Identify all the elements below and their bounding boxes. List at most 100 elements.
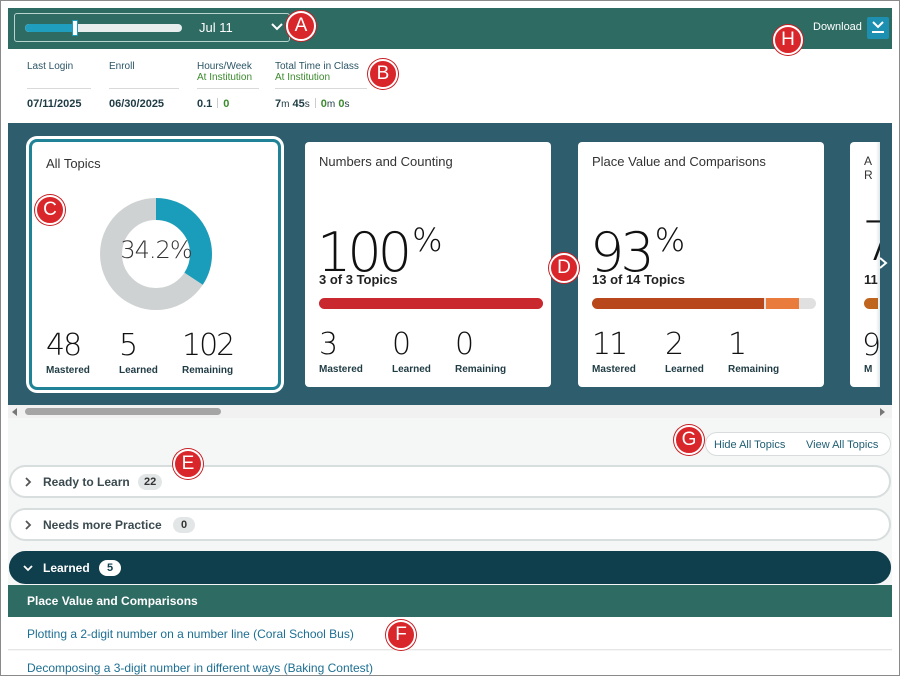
unit-s: s	[304, 99, 310, 110]
topic-cards-carousel: All Topics 34.2% 48 Mastered 5 Learned 102…	[8, 123, 892, 405]
mastered-count: 11 Mastered	[592, 327, 636, 376]
card-numbers-and-counting[interactable]: Numbers and Counting 100% 3 of 3 Topics …	[305, 142, 551, 387]
section-label: Ready to Learn	[43, 475, 130, 489]
card-all-topics[interactable]: All Topics 34.2% 48 Mastered 5 Learned 102…	[29, 139, 281, 390]
card-percent: 93%	[590, 210, 685, 283]
stat-label: Last Login	[27, 61, 74, 72]
learned-count: 0 Learned	[392, 327, 431, 376]
divider	[275, 88, 367, 89]
percent-value: 93	[590, 221, 655, 284]
stat-label: Hours/Week At Institution	[197, 61, 259, 83]
skill-link[interactable]: Decomposing a 3-digit number in differen…	[27, 661, 373, 675]
learned-count: 5 Learned	[119, 328, 158, 377]
callout-marker: A	[286, 11, 316, 41]
hide-all-topics-button[interactable]: Hide All Topics	[714, 439, 786, 451]
remaining-count: 0 Remaining	[455, 327, 507, 376]
topic-visibility-toggle: Hide All Topics View All Topics	[705, 432, 891, 456]
progress-donut	[100, 198, 212, 310]
progress-fill	[319, 298, 543, 309]
carousel-scrollbar[interactable]	[8, 405, 892, 418]
stat-label: Total Time in Class At Institution	[275, 61, 367, 83]
count-number: 1	[728, 327, 747, 362]
view-all-topics-button[interactable]: View All Topics	[806, 439, 879, 451]
count-label: Learned	[119, 365, 158, 376]
hours-label: Hours/Week	[197, 61, 252, 72]
divider	[109, 88, 179, 89]
count-number: 102	[182, 328, 235, 363]
skill-item: Decomposing a 3-digit number in differen…	[8, 651, 892, 675]
count-number: 0	[392, 327, 411, 362]
count-label: Remaining	[728, 364, 780, 375]
timeline-thumb[interactable]	[72, 20, 79, 36]
hours-sub-label: At Institution	[197, 72, 253, 83]
count-label: M	[864, 364, 873, 375]
percent-sign: %	[654, 221, 686, 259]
stat-label: Enroll	[109, 61, 135, 72]
section-needs-more-practice[interactable]: Needs more Practice 0	[9, 508, 891, 541]
stat-hours-week: Hours/Week At Institution 0.1 0	[197, 61, 259, 110]
count-number: 5	[119, 328, 138, 363]
progress-fill-learned	[765, 298, 800, 309]
count-number: 11	[592, 327, 628, 362]
section-label: Needs more Practice	[43, 518, 162, 532]
stat-last-login: Last Login 07/11/2025	[27, 61, 91, 110]
count-number: 0	[455, 327, 474, 362]
mastered-count: 3 Mastered	[319, 328, 363, 376]
chevron-right-icon	[25, 520, 32, 530]
chevron-down-icon[interactable]	[270, 20, 284, 34]
top-bar: Jul 11 Download	[8, 8, 892, 49]
download-button[interactable]	[867, 17, 889, 39]
card-partial[interactable]: A R 7 11 9 M	[850, 142, 880, 387]
date-timeline-select[interactable]: Jul 11	[14, 13, 290, 42]
unit-s: s	[344, 99, 350, 110]
timeline-progress	[25, 24, 76, 32]
card-title: Place Value and Comparisons	[592, 154, 766, 169]
callout-marker: E	[173, 449, 203, 479]
card-place-value[interactable]: Place Value and Comparisons 93% 13 of 14…	[578, 142, 824, 387]
count-label: Learned	[665, 364, 704, 375]
progress-bar	[319, 298, 543, 309]
hours-value-b: 0	[223, 98, 230, 110]
count-label: Remaining	[455, 364, 507, 375]
stat-total-time: Total Time in Class At Institution 7m 45s…	[275, 61, 367, 110]
progress-fill-mastered	[592, 298, 765, 309]
scroll-right-arrow[interactable]	[880, 408, 885, 416]
value-separator	[314, 98, 316, 108]
donut-percent: 34.2%	[120, 236, 192, 264]
hours-value: 0.1 0	[197, 98, 259, 110]
mastered-count: 48 Mastered	[46, 328, 90, 377]
enroll-value: 06/30/2025	[109, 98, 165, 110]
time-a-sec: 45	[292, 98, 305, 110]
count-number: 48	[46, 328, 82, 363]
skill-link[interactable]: Plotting a 2-digit number on a number li…	[27, 627, 354, 641]
count-number: 2	[665, 327, 684, 362]
value-separator	[217, 98, 219, 108]
scroll-left-arrow[interactable]	[12, 408, 17, 416]
time-b: 0m 0s	[321, 98, 350, 110]
count-badge: 0	[173, 517, 195, 533]
topics-count: 13 of 14 Topics	[592, 272, 685, 287]
time-value: 7m 45s 0m 0s	[275, 98, 367, 110]
divider	[197, 88, 259, 89]
topics-count: 11	[864, 272, 878, 287]
stat-enroll: Enroll 06/30/2025	[109, 61, 179, 110]
donut-fill	[100, 198, 212, 310]
scrollbar-thumb[interactable]	[25, 408, 221, 415]
last-login-value: 07/11/2025	[27, 98, 82, 110]
download-label[interactable]: Download	[813, 21, 862, 33]
callout-marker: B	[368, 59, 398, 89]
unit-m: m	[281, 99, 290, 110]
section-ready-to-learn[interactable]: Ready to Learn 22	[9, 465, 891, 498]
date-label: Jul 11	[199, 20, 233, 35]
timeline-track[interactable]	[25, 24, 182, 32]
section-label: Learned	[43, 561, 90, 575]
count-label: Mastered	[319, 364, 363, 375]
count-label: Remaining	[182, 365, 234, 376]
callout-marker: G	[674, 425, 704, 455]
chevron-right-icon[interactable]	[876, 253, 890, 273]
section-learned[interactable]: Learned 5	[9, 551, 891, 584]
count-number: 9	[862, 328, 880, 363]
count-badge: 5	[99, 560, 121, 576]
count-badge: 22	[138, 474, 163, 490]
